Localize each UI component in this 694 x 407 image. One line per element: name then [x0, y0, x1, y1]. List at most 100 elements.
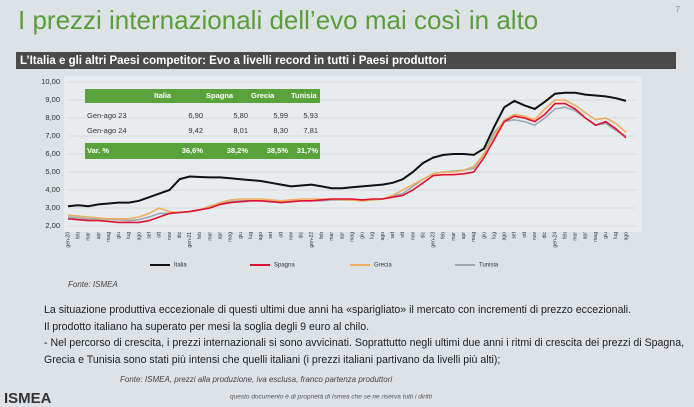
x-tick-label: ott: [157, 231, 163, 237]
x-tick-label: giu: [360, 232, 366, 239]
x-tick-label: nov: [532, 232, 538, 241]
x-tick-label: mag: [228, 232, 234, 242]
banner-bar: [16, 52, 676, 69]
y-tick-label: 3,00: [45, 203, 60, 212]
table-cell: 5,80: [233, 111, 248, 120]
x-tick-label: apr: [339, 232, 345, 240]
chart: 2,00 3,00 4,00 5,00 6,00 7,00 8,00 9,00 10,00 gen…: [41, 76, 642, 269]
x-tick-label: apr: [96, 232, 102, 240]
y-tick-label: 10,00: [41, 77, 60, 86]
series-line: [67, 102, 627, 224]
x-tick-label: mag: [471, 232, 477, 242]
logo: ISMEA: [4, 390, 52, 407]
paragraph: Il prodotto italiano ha superato per mes…: [44, 320, 370, 333]
x-tick-label: nov: [167, 232, 173, 241]
x-tick-label: dic: [542, 232, 548, 239]
x-tick-label: giu: [116, 232, 122, 239]
table-column: Spagna: [206, 91, 234, 100]
x-tick-label: mar: [86, 232, 92, 241]
x-tick-label: lug: [491, 232, 497, 239]
table-cell: 9,42: [188, 126, 203, 135]
x-tick-label: giu: [603, 232, 609, 239]
body-text: La situazione produttiva eccezionale di …: [44, 302, 688, 368]
x-tick-label: feb: [562, 232, 568, 239]
table-column: Italia: [154, 91, 172, 100]
table-header: [85, 89, 320, 103]
x-tick-label: set: [512, 231, 518, 238]
y-tick-label: 9,00: [45, 95, 60, 104]
table-cell: 6,90: [188, 111, 203, 120]
x-tick-label: dic: [299, 232, 305, 239]
y-tick-label: 5,00: [45, 167, 60, 176]
page-number: 7: [676, 5, 681, 14]
table-column: Tunisia: [291, 91, 318, 100]
table-row-bg: [85, 143, 320, 159]
x-tick-label: set: [390, 231, 396, 238]
table-cell: 8,01: [233, 126, 248, 135]
x-tick-label: gen-22: [309, 232, 315, 248]
y-tick-label: 4,00: [45, 185, 60, 194]
table-row-label: Gen-ago 23: [87, 111, 127, 120]
slide-title: I prezzi internazionali dell’evo mai cos…: [18, 5, 538, 35]
x-tick-label: gen-23: [431, 232, 437, 248]
x-tick-label: feb: [197, 232, 203, 239]
paragraph: - Nel percorso di crescita, i prezzi int…: [44, 337, 685, 366]
legend-label: Tunisia: [479, 263, 499, 269]
table-cell: 7,81: [303, 126, 318, 135]
x-tick-label: lug: [613, 232, 619, 239]
table-cell: 5,93: [303, 111, 318, 120]
x-tick-label: ott: [522, 231, 528, 237]
x-tick-label: apr: [461, 232, 467, 240]
x-tick-label: mar: [451, 232, 457, 241]
x-tick-label: mar: [329, 232, 335, 241]
x-tick-label: nov: [410, 232, 416, 241]
table-cell: 31,7%: [297, 146, 319, 155]
x-tick-label: lug: [370, 232, 376, 239]
table-cell: 5,99: [273, 111, 288, 120]
table-cell: 38,5%: [267, 146, 289, 155]
x-tick-label: giu: [481, 232, 487, 239]
x-tick-label: lug: [126, 232, 132, 239]
x-tick-label: ago: [258, 232, 264, 241]
paragraph: La situazione produttiva eccezionale di …: [44, 304, 632, 316]
x-tick-label: set: [146, 231, 152, 238]
x-tick-label: mag: [106, 232, 112, 242]
x-tick-label: ago: [380, 232, 386, 241]
table-column: Grecia: [251, 91, 275, 100]
table-cell: 8,30: [273, 126, 288, 135]
y-tick-label: 2,00: [45, 221, 60, 230]
banner: L’Italia e gli altri Paesi competitor: E…: [20, 55, 447, 67]
y-tick-label: 8,00: [45, 113, 60, 122]
x-tick-label: feb: [319, 232, 325, 239]
y-tick-label: 7,00: [45, 131, 60, 140]
legend-label: Italia: [174, 263, 187, 269]
x-tick-label: nov: [289, 232, 295, 241]
x-tick-label: mag: [349, 232, 355, 242]
x-tick-label: feb: [75, 232, 81, 239]
legend-label: Spagna: [274, 263, 295, 269]
footnote: Fonte: ISMEA, prezzi alla produzione, iv…: [120, 375, 392, 384]
x-tick-label: dic: [177, 232, 183, 239]
x-tick-label: ago: [502, 232, 508, 241]
x-tick-label: ott: [400, 231, 406, 237]
x-tick-label: feb: [441, 232, 447, 239]
x-tick-label: set: [268, 231, 274, 238]
x-tick-label: ago: [136, 232, 142, 241]
x-tick-label: mar: [207, 232, 213, 241]
table-row-label: Gen-ago 24: [87, 126, 127, 135]
x-tick-label: gen-20: [65, 232, 71, 248]
source: Fonte: ISMEA: [68, 280, 118, 289]
x-tick-label: gen-21: [187, 232, 193, 248]
copyright: questo documento è di proprietà di Ismea…: [230, 394, 433, 401]
x-tick-label: apr: [583, 232, 589, 240]
x-tick-label: mar: [573, 232, 579, 241]
table-row-label: Var. %: [87, 146, 109, 155]
series-line: [67, 99, 627, 220]
legend-label: Grecia: [374, 263, 392, 269]
table-cell: 38,2%: [227, 146, 249, 155]
x-tick-label: mag: [593, 232, 599, 242]
x-tick-label: gen-24: [552, 232, 558, 248]
x-tick-label: lug: [248, 232, 254, 239]
